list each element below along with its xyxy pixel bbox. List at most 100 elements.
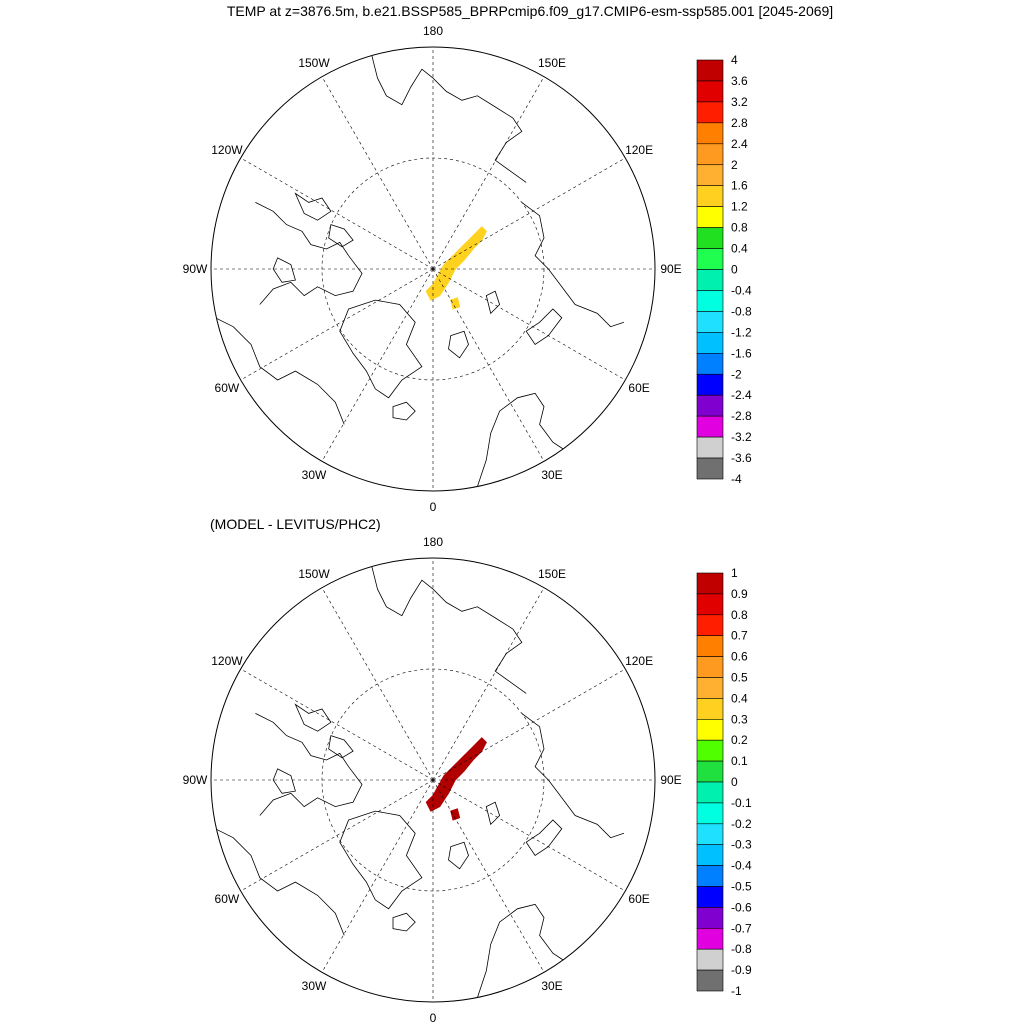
colorbar-swatch — [696, 290, 724, 312]
colorbar-swatch — [696, 593, 724, 616]
colorbar-swatch — [696, 927, 724, 950]
meridian-line — [240, 157, 434, 270]
coastline — [339, 810, 423, 910]
colorbar-swatch — [696, 948, 724, 971]
lon-label-150w: 150W — [298, 567, 330, 581]
colorbar-label: -1.2 — [731, 325, 752, 339]
colorbar-swatch — [696, 781, 724, 804]
colorbar-label: -4 — [731, 472, 742, 486]
colorbar-swatch — [696, 122, 724, 145]
figure-title: TEMP at z=3876.5m, b.e21.BSSP585_BPRPcmi… — [227, 3, 833, 19]
anomaly-patch — [425, 737, 487, 812]
colorbar-swatch — [696, 269, 724, 291]
coastline — [272, 257, 296, 283]
coastline — [448, 841, 469, 870]
colorbar-swatch — [696, 969, 724, 992]
colorbar-swatch — [696, 332, 724, 354]
colorbar-swatch — [696, 185, 724, 207]
map-content — [211, 558, 655, 1002]
colorbar-swatch — [696, 101, 724, 124]
colorbar-swatch — [696, 80, 724, 103]
colorbar-label: -0.3 — [731, 838, 752, 852]
colorbar-label: -3.6 — [731, 451, 752, 465]
colorbar-swatch — [696, 865, 724, 887]
lon-label-30e: 30E — [541, 468, 562, 482]
colorbar-label: -0.7 — [731, 921, 752, 935]
colorbar-swatch — [696, 311, 724, 333]
lon-label-120w: 120W — [211, 654, 243, 668]
colorbar-swatch — [696, 248, 724, 270]
meridian-line — [432, 779, 626, 892]
colorbar-label: -0.4 — [731, 859, 752, 873]
colorbar-label: -3.2 — [731, 430, 752, 444]
colorbar-swatch — [696, 415, 724, 438]
lon-label-60e: 60E — [628, 892, 649, 906]
colorbar-swatch — [696, 614, 724, 636]
colorbar-label: 3.2 — [731, 95, 748, 109]
coastline — [370, 51, 527, 183]
coastline — [485, 290, 501, 315]
meridian-line — [321, 268, 434, 462]
colorbar-label: 0.4 — [731, 242, 748, 256]
lon-label-0: 0 — [430, 500, 437, 514]
colorbar-label: 0.2 — [731, 733, 748, 747]
latitude-circle — [321, 157, 545, 381]
colorbar-top: 4 3.6 3.2 2.8 2.4 2 1.6 1.2 0.8 0.4 0 -0.4 -0.8 -1.2 -… — [696, 53, 752, 486]
colorbar-swatch — [696, 373, 724, 396]
coastline — [485, 801, 501, 826]
colorbar-label: -2.8 — [731, 409, 752, 423]
lon-label-150e: 150E — [538, 567, 566, 581]
lon-label-90w: 90W — [183, 773, 208, 787]
colorbar-label: -1.6 — [731, 346, 752, 360]
colorbar-label: -0.5 — [731, 880, 752, 894]
colorbar-label: 2 — [731, 158, 738, 172]
colorbar-label: 0.4 — [731, 691, 748, 705]
coastline — [215, 317, 345, 425]
colorbar-label: 0.8 — [731, 221, 748, 235]
colorbar-label: 0.6 — [731, 650, 748, 664]
colorbar-label: 0 — [731, 263, 738, 277]
colorbar-label: 0.5 — [731, 671, 748, 685]
colorbar-label: 2.4 — [731, 137, 748, 151]
colorbar-label: 2.8 — [731, 116, 748, 130]
coastline — [215, 828, 345, 936]
map-content — [211, 47, 655, 491]
coastline — [525, 308, 563, 346]
colorbar-label: 0.8 — [731, 608, 748, 622]
meridian-line — [240, 668, 434, 781]
coastline — [477, 392, 567, 487]
coastline — [328, 224, 354, 248]
lon-label-120e: 120E — [625, 143, 653, 157]
colorbar-label: 0 — [731, 775, 738, 789]
lon-label-120e: 120E — [625, 654, 653, 668]
lon-label-0: 0 — [430, 1011, 437, 1024]
panel-subtitle: (MODEL - LEVITUS/PHC2) — [210, 516, 381, 532]
coastline — [339, 299, 423, 399]
colorbar-swatch — [696, 436, 724, 459]
coastline — [255, 713, 363, 816]
lon-label-150w: 150W — [298, 56, 330, 70]
colorbar-swatch — [696, 886, 724, 908]
coastline — [294, 703, 332, 732]
colorbar-swatch — [696, 457, 724, 480]
colorbar-swatch — [696, 227, 724, 249]
lon-label-30e: 30E — [541, 979, 562, 993]
colorbar-swatch — [696, 143, 724, 166]
coastline — [521, 713, 625, 839]
colorbar-bottom: 1 0.9 0.8 0.7 0.6 0.5 0.4 0.3 0.2 0.1 0 -0.1 -0.2 -0.… — [696, 566, 752, 998]
lon-label-150e: 150E — [538, 56, 566, 70]
anomaly-patch — [425, 226, 487, 301]
coastline — [392, 912, 416, 932]
colorbar-label: 1 — [731, 566, 738, 580]
colorbar-label: -1 — [731, 984, 742, 998]
colorbar-swatch — [696, 677, 724, 699]
anomaly-patch-small — [450, 808, 461, 821]
anomaly-patch-small — [450, 297, 461, 310]
colorbar-swatch — [696, 656, 724, 678]
lon-label-180: 180 — [423, 24, 443, 38]
map-boundary — [210, 46, 656, 492]
colorbar-label: -0.2 — [731, 817, 752, 831]
map-panel-bottom: 0 30E 60E 90E 120E 150E 180 150W 120W 90W 60W 30W — [183, 535, 682, 1024]
colorbar-label: 0.1 — [731, 754, 748, 768]
